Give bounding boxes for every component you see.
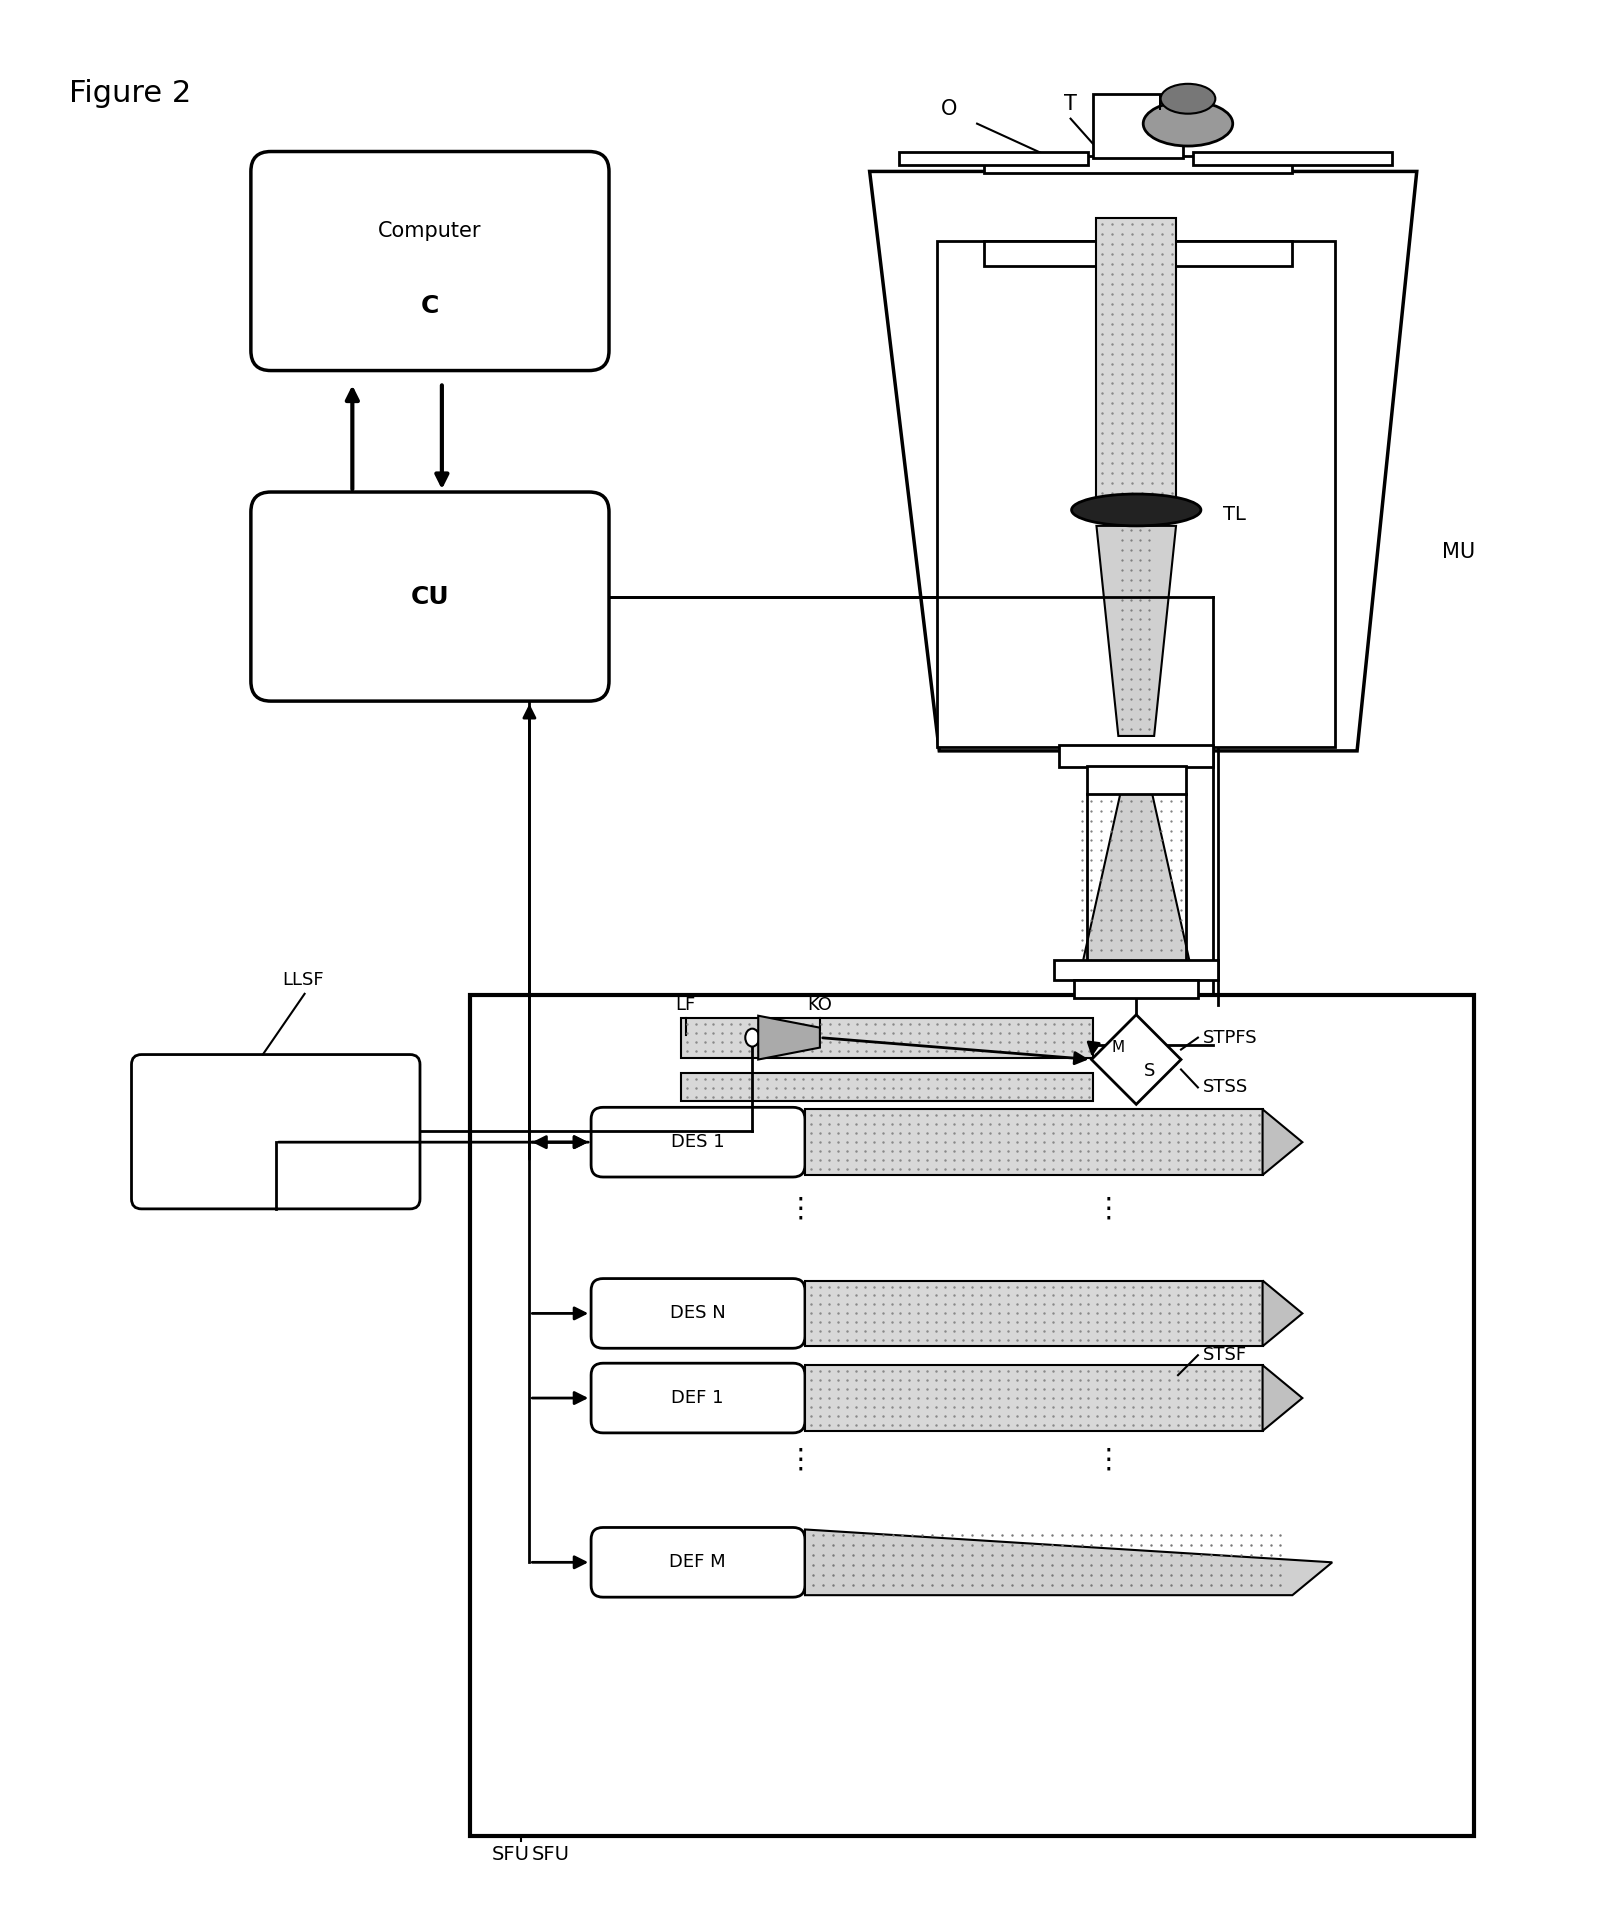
Bar [1093,93,1182,158]
Text: TL: TL [1222,505,1246,524]
Polygon shape [1262,1366,1302,1431]
Bar [1096,219,1176,507]
Bar [680,1074,1093,1101]
Text: SFU: SFU [531,1844,570,1863]
FancyBboxPatch shape [251,491,610,701]
Polygon shape [870,171,1416,751]
Text: ⋮: ⋮ [1094,1194,1122,1223]
Text: STPFS: STPFS [1203,1029,1258,1046]
FancyBboxPatch shape [590,1364,805,1433]
Text: C: C [421,293,438,318]
Bar [680,1017,1093,1057]
Ellipse shape [1072,493,1202,526]
Text: DEF 1: DEF 1 [672,1389,723,1408]
Text: STSF: STSF [1203,1347,1246,1364]
Text: LF: LF [675,996,696,1013]
Polygon shape [1262,1109,1302,1175]
Text: LLSF: LLSF [283,972,325,989]
Ellipse shape [746,1029,760,1046]
Polygon shape [1096,526,1176,735]
Polygon shape [1262,1280,1302,1347]
Bar [470,994,1475,1836]
FancyBboxPatch shape [590,1278,805,1349]
Text: ⋮: ⋮ [1094,1446,1122,1474]
Bar [1059,745,1213,768]
Text: T: T [1064,93,1077,114]
Text: DES N: DES N [670,1305,725,1322]
Text: ⋮: ⋮ [786,1194,814,1223]
Bar [984,156,1293,173]
FancyBboxPatch shape [590,1107,805,1177]
Text: STSS: STSS [1203,1078,1248,1097]
Bar [1074,979,1198,998]
Text: SFU: SFU [491,1844,530,1863]
Polygon shape [1077,794,1195,991]
Bar [984,242,1293,267]
Text: DEF M: DEF M [669,1553,726,1572]
FancyBboxPatch shape [251,152,610,371]
Text: DES 1: DES 1 [670,1133,725,1151]
Text: KO: KO [808,996,832,1013]
Text: MU: MU [1442,541,1475,562]
Bar [1054,960,1218,979]
FancyBboxPatch shape [131,1055,419,1210]
Bar [1194,152,1392,166]
Text: Figure 2: Figure 2 [69,78,190,109]
Text: M: M [1112,1040,1125,1055]
FancyBboxPatch shape [590,1528,805,1596]
Text: CU: CU [411,585,450,608]
Bar [938,242,1334,747]
Text: S: S [1144,1063,1155,1080]
Text: P: P [1157,93,1170,114]
Polygon shape [805,1530,1333,1594]
Ellipse shape [1160,84,1216,114]
Polygon shape [758,1015,819,1059]
Bar [805,1280,1262,1347]
Bar [899,152,1088,166]
Ellipse shape [1144,101,1232,147]
Text: ⋮: ⋮ [786,1446,814,1474]
Polygon shape [1091,1015,1181,1105]
Text: O: O [941,99,957,118]
Bar [805,1109,1262,1175]
Bar [1086,766,1186,794]
Bar [805,1366,1262,1431]
Text: Computer: Computer [378,221,482,242]
